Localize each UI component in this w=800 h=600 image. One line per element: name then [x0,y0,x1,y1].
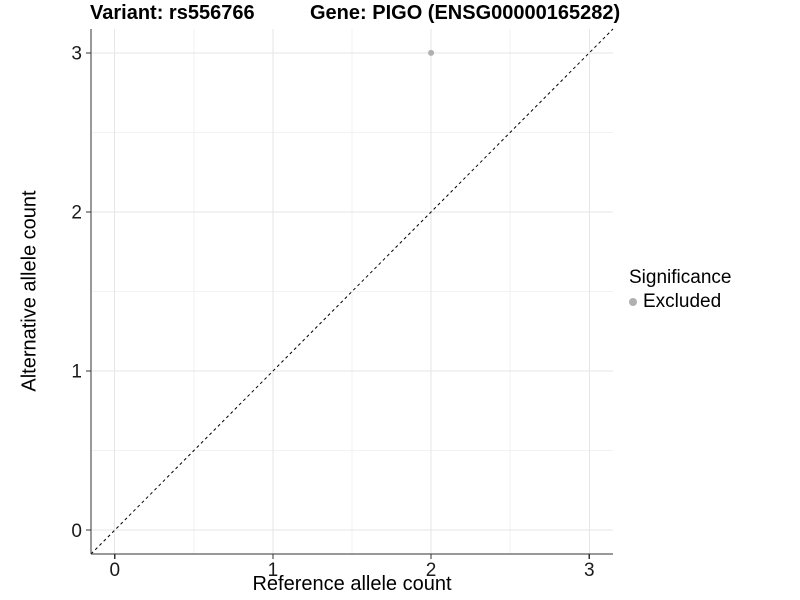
x-tick-label: 2 [426,560,437,581]
legend: Significance Excluded [629,266,731,313]
data-point [428,49,435,56]
legend-key-dot-icon [629,298,637,306]
y-axis-title: Alternative allele count [18,190,41,392]
legend-item-label: Excluded [643,291,722,312]
x-axis-title: Reference allele count [252,573,452,595]
plot-title-gene: Gene: PIGO (ENSG00000165282) [310,2,621,24]
x-tick-label: 3 [584,560,595,581]
x-tick-label: 0 [109,560,120,581]
y-tick-label: 0 [71,521,82,542]
y-tick-label: 2 [71,203,82,224]
legend-title: Significance [629,267,732,288]
x-tick-label: 1 [268,560,279,581]
y-tick-label: 3 [71,44,82,65]
plot-title-variant: Variant: rs556766 [90,2,255,24]
y-tick-label: 1 [71,362,82,383]
legend-item-excluded: Excluded [629,291,731,313]
